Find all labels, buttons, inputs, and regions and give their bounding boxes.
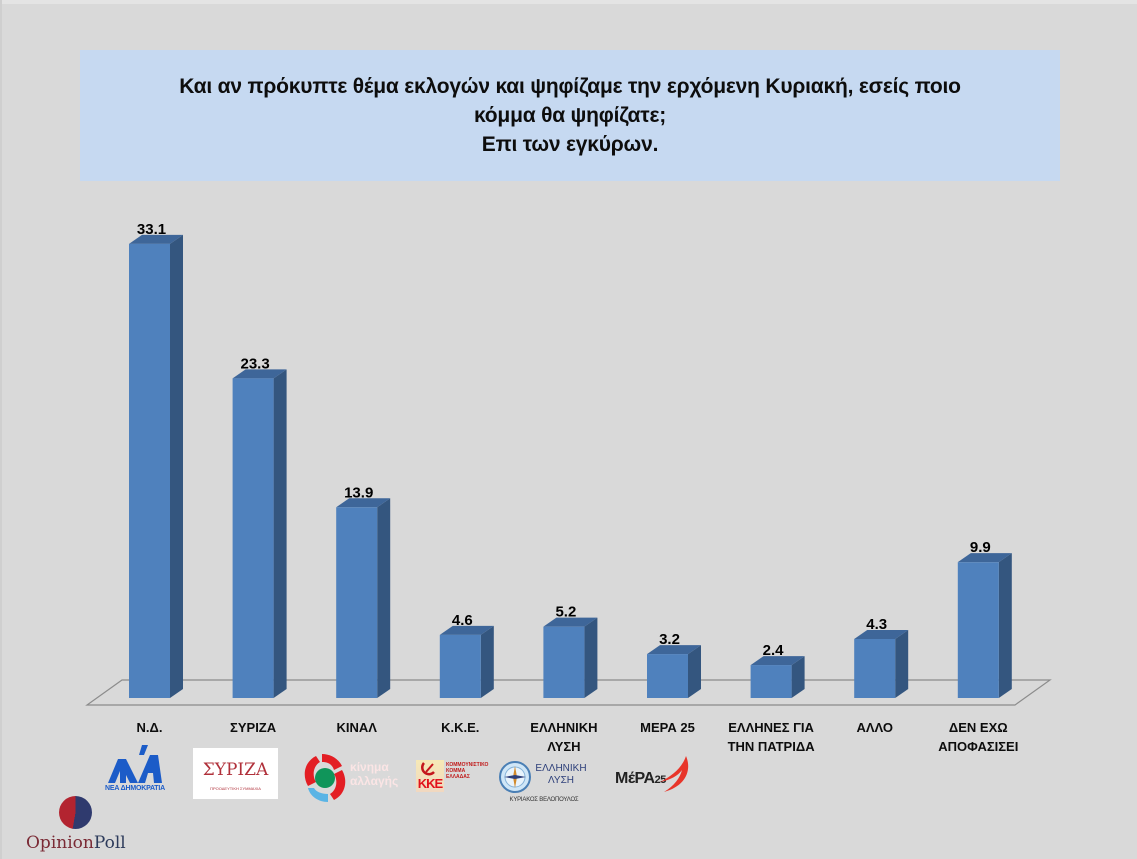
bar: 3.2 <box>647 631 701 698</box>
nd-logo-text: ΝΕΑ ΔΗΜΟΚΡΑΤΙΑ <box>105 785 165 792</box>
kinal-emblem-icon <box>304 754 346 802</box>
swallow-bird-icon <box>660 756 689 792</box>
bar-value-label: 9.9 <box>970 539 991 556</box>
title-line-3: Επι των εγκύρων. <box>481 133 659 156</box>
category-label: ΣΥΡΙΖΑ <box>230 720 277 735</box>
category-label: ΜΕΡΑ 25 <box>640 720 695 735</box>
opinionpoll-brand-logo: OpinionPoll <box>26 796 136 856</box>
elliniki-lysi-logo-subtext: ΚΥΡΙΑΚΟΣ ΒΕΛΟΠΟΥΛΟΣ <box>509 797 579 803</box>
kinal-logo: κίνημα αλλαγής <box>302 752 398 804</box>
bar: 2.4 <box>750 642 805 698</box>
elliniki-lysi-logo-text: ΕΛΛΗΝΙΚΗ ΛΥΣΗ <box>535 763 587 786</box>
bar-value-label: 4.3 <box>866 616 887 633</box>
category-label: ΕΛΛΗΝΙΚΗ ΛΥΣΗ <box>530 720 598 754</box>
bar: 9.9 <box>957 539 1012 698</box>
title-line-1: Και αν πρόκυπτε θέμα εκλογών και ψηφίζαμ… <box>179 75 961 98</box>
bar-value-label: 5.2 <box>555 604 576 621</box>
kke-emblem: ΚΚΕ <box>416 760 444 792</box>
category-label: Κ.Κ.Ε. <box>441 720 480 735</box>
bar-value-label: 13.9 <box>344 484 373 501</box>
bar: 23.3 <box>232 355 287 698</box>
floor-plane <box>85 679 1052 706</box>
kke-logo: ΚΚΕ ΚΟΜΜΟΥΝΙΣΤΙΚΟ ΚΟΜΜΑ ΕΛΛΑΔΑΣ <box>416 760 489 794</box>
bar: 4.6 <box>439 612 494 698</box>
bar-value-label: 2.4 <box>763 642 785 659</box>
mera25-logo-text: ΜέΡΑ25 <box>615 770 666 787</box>
bar-value-label: 4.6 <box>452 612 473 629</box>
bar: 4.3 <box>854 616 909 698</box>
bar-value-label: 23.3 <box>240 355 269 372</box>
title-line-2: κόμμα θα ψηφίζατε; <box>473 104 666 127</box>
bar: 33.1 <box>129 221 183 699</box>
category-label: ΑΛΛΟ <box>856 720 893 735</box>
elliniki-lysi-logo: ΕΛΛΗΝΙΚΗ ΛΥΣΗ ΚΥΡΙΑΚΟΣ ΒΕΛΟΠΟΥΛΟΣ <box>496 758 592 808</box>
category-label: ΚΙΝΑΛ <box>336 720 377 735</box>
category-label: ΔΕΝ ΕΧΩ ΑΠΟΦΑΣΙΣΕΙ <box>938 720 1019 754</box>
bar-value-label: 33.1 <box>137 221 166 238</box>
compass-icon <box>499 761 531 793</box>
syriza-logo: ΣΥΡΙΖΑ ΠΡΟΟΔΕΥΤΙΚΗ ΣΥΜΜΑΧΙΑ <box>193 748 278 799</box>
mera25-logo: ΜέΡΑ25 <box>614 756 694 796</box>
brand-name: OpinionPoll <box>26 833 126 853</box>
syriza-logo-subtext: ΠΡΟΟΔΕΥΤΙΚΗ ΣΥΜΜΑΧΙΑ <box>210 786 261 791</box>
bar: 5.2 <box>543 604 598 698</box>
category-label: Ν.Δ. <box>136 720 163 735</box>
category-label: ΕΛΛΗΝΕΣ ΓΙΑ ΤΗΝ ΠΑΤΡΙΔΑ <box>727 720 815 754</box>
chart-floor <box>85 679 1052 706</box>
bar: 13.9 <box>336 484 391 698</box>
bar-value-label: 3.2 <box>659 631 680 648</box>
nd-logo: ΝΕΑ ΔΗΜΟΚΡΑΤΙΑ <box>104 745 166 797</box>
chart-title: Και αν πρόκυπτε θέμα εκλογών και ψηφίζαμ… <box>80 50 1060 181</box>
hammer-sickle-icon <box>421 762 435 776</box>
kke-logo-subtext: ΚΟΜΜΟΥΝΙΣΤΙΚΟ ΚΟΜΜΑ ΕΛΛΑΔΑΣ <box>446 762 489 780</box>
nd-mark-icon <box>108 745 162 783</box>
bars-group: 33.1 23.3 13.9 4.6 5.2 3.2 2.4 4.3 9.9 <box>129 221 1012 699</box>
kinal-logo-text: κίνημα αλλαγής <box>350 760 399 788</box>
left-edge <box>0 0 2 859</box>
pie-logo-icon <box>59 796 92 829</box>
syriza-logo-text: ΣΥΡΙΖΑ <box>202 760 269 780</box>
top-edge <box>0 0 1137 4</box>
